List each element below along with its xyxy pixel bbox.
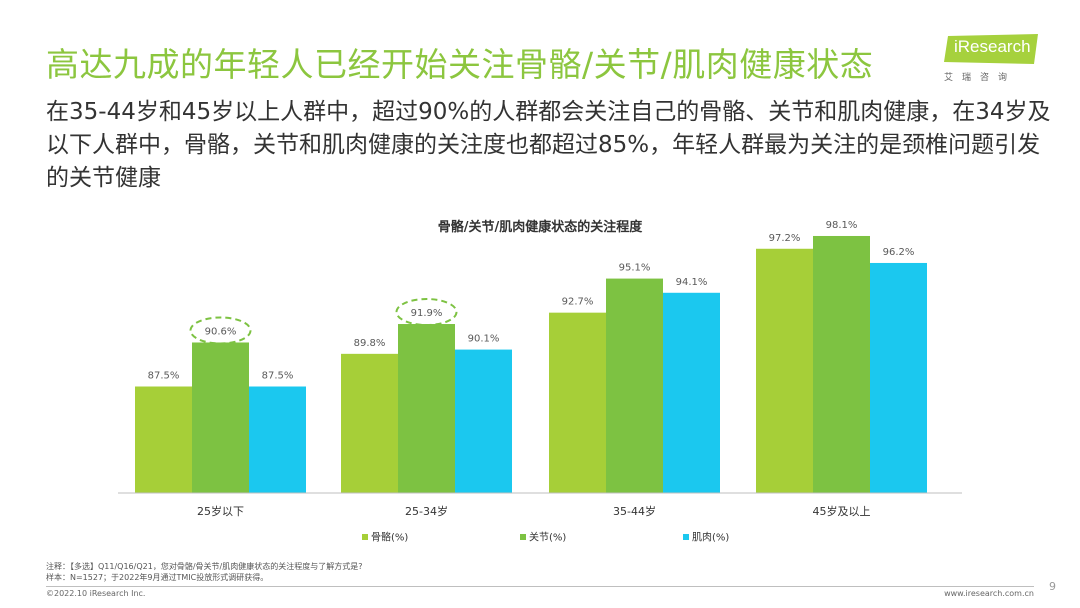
iresearch-logo: iResearch 艾瑞咨询 (944, 34, 1040, 84)
category-label: 35-44岁 (613, 504, 656, 518)
footnote-line-1: 注释：【多选】Q11/Q16/Q21，您对骨骼/骨关节/肌肉健康状态的关注程度与… (46, 562, 363, 571)
legend-swatch (362, 534, 368, 540)
legend-label: 骨骼(%) (371, 531, 408, 544)
logo-text: iResearch (954, 37, 1031, 56)
category-label: 25-34岁 (405, 504, 448, 518)
copyright: ©2022.10 iResearch Inc. (46, 589, 146, 598)
data-label: 89.8% (354, 338, 386, 349)
bar-muscle-2 (663, 292, 720, 493)
data-label: 90.1% (468, 334, 500, 345)
bar-bone-2 (549, 312, 606, 493)
footnote: 注释：【多选】Q11/Q16/Q21，您对骨骼/骨关节/肌肉健康状态的关注程度与… (46, 561, 362, 583)
bar-muscle-0 (249, 386, 306, 493)
highlight-circle (395, 298, 458, 327)
bar-joint-2 (606, 278, 663, 493)
data-label: 95.1% (619, 263, 651, 274)
legend-label: 肌肉(%) (692, 531, 729, 544)
data-label: 97.2% (769, 233, 801, 244)
data-label: 91.9% (411, 308, 443, 319)
chart-title: 骨骼/关节/肌肉健康状态的关注程度 (438, 219, 643, 235)
highlight-circle (189, 316, 252, 345)
bar-bone-3 (756, 248, 813, 493)
logo-subtext: 艾瑞咨询 (944, 73, 1017, 83)
data-label: 96.2% (883, 247, 915, 258)
website-url: www.iresearch.com.cn (944, 589, 1034, 598)
category-label: 25岁以下 (197, 504, 244, 518)
data-label: 87.5% (148, 371, 180, 382)
slide-subtitle: 在35-44岁和45岁以上人群中，超过90%的人群都会关注自己的骨骼、关节和肌肉… (46, 99, 1051, 191)
slide-title: 高达九成的年轻人已经开始关注骨骼/关节/肌肉健康状态 (46, 45, 874, 84)
bar-bone-0 (135, 386, 192, 493)
bar-muscle-3 (870, 262, 927, 493)
legend-label: 关节(%) (529, 531, 566, 544)
legend-swatch (683, 534, 689, 540)
footer-divider (46, 586, 1034, 587)
bar-bone-1 (341, 353, 398, 493)
category-label: 45岁及以上 (813, 504, 871, 518)
logo-badge (944, 34, 1038, 64)
data-label: 87.5% (262, 371, 294, 382)
data-label: 98.1% (826, 220, 858, 231)
bar-muscle-1 (455, 349, 512, 493)
legend-swatch (520, 534, 526, 540)
bar-joint-3 (813, 235, 870, 494)
data-label: 90.6% (205, 326, 237, 337)
data-label: 94.1% (676, 277, 708, 288)
page-number: 9 (1049, 580, 1056, 593)
data-label: 92.7% (562, 297, 594, 308)
bar-joint-1 (398, 324, 455, 493)
footnote-line-2: 样本：N=1527；于2022年9月通过TMIC投放形式调研获得。 (46, 573, 269, 582)
bar-joint-0 (192, 342, 249, 493)
